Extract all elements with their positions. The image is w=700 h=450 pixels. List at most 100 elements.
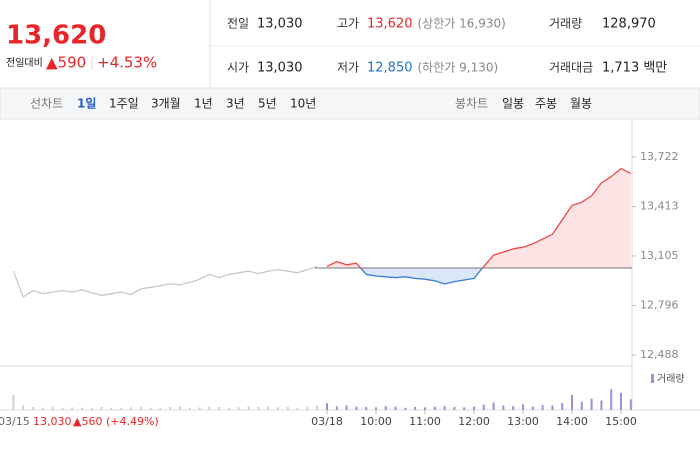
- x-tick-label: 15:00: [605, 415, 637, 428]
- volume-bar: [571, 394, 573, 410]
- tab-group-label: 봉차트: [455, 97, 488, 111]
- y-tick-label: 13,413: [640, 200, 679, 213]
- tab-bar: [0, 87, 700, 120]
- volume-bar: [110, 407, 113, 410]
- tab[interactable]: 일봉: [502, 97, 524, 111]
- info-label: 고가: [337, 17, 359, 31]
- volume-bar: [620, 392, 622, 410]
- volume-bar: [159, 408, 162, 410]
- volume-bar: [355, 406, 358, 410]
- info-value: 13,030: [257, 17, 303, 32]
- volume-bar: [492, 402, 495, 410]
- volume-bar: [51, 406, 54, 410]
- change-pct: +4.53%: [97, 54, 157, 72]
- volume-bar: [71, 407, 74, 410]
- tab[interactable]: 1년: [194, 97, 213, 111]
- volume-bar: [306, 406, 309, 410]
- volume-bar: [277, 407, 279, 410]
- volume-bar: [286, 406, 289, 410]
- tab-group-label: 선차트: [30, 97, 63, 111]
- volume-bar: [32, 406, 34, 410]
- volume-bar: [188, 407, 191, 410]
- info-label: 저가: [337, 61, 359, 75]
- volume-bar: [90, 408, 93, 410]
- volume-bar: [22, 405, 25, 410]
- volume-bar: [296, 407, 299, 410]
- info-label: 거래대금: [549, 61, 593, 75]
- info-value: 12,850: [367, 61, 413, 76]
- change-label: 전일대비: [6, 57, 43, 69]
- info-value: 128,970: [602, 17, 656, 32]
- volume-bar: [100, 406, 103, 410]
- x-tick-label: 10:00: [360, 415, 392, 428]
- volume-bar: [149, 407, 152, 410]
- volume-bar: [316, 405, 319, 410]
- volume-bar: [130, 407, 132, 410]
- volume-bar: [139, 406, 142, 410]
- volume-bar: [365, 406, 368, 410]
- info-label: 전일: [227, 17, 249, 31]
- volume-bar: [247, 406, 250, 410]
- volume-bar: [257, 406, 260, 410]
- volume-bar: [169, 406, 172, 410]
- volume-bar: [267, 406, 270, 410]
- info-note: (상한가 16,930): [418, 17, 506, 31]
- volume-bar: [600, 400, 603, 410]
- tab[interactable]: 10년: [290, 97, 316, 111]
- area-above: [327, 168, 631, 269]
- legend-swatch: [651, 374, 654, 383]
- volume-bar: [61, 408, 64, 410]
- footer-close: 13,030: [33, 415, 72, 428]
- volume-bar: [512, 406, 515, 410]
- change: ▲590: [46, 54, 86, 72]
- footer-date: 03/15: [0, 415, 30, 428]
- volume-bar: [179, 406, 181, 410]
- tab[interactable]: 5년: [258, 97, 277, 111]
- info-label: 거래량: [549, 17, 582, 31]
- x-tick-label: 11:00: [409, 415, 441, 428]
- tab[interactable]: 3년: [226, 97, 245, 111]
- volume-bar: [218, 406, 221, 410]
- volume-bar: [531, 406, 534, 410]
- volume-bar: [208, 406, 211, 410]
- volume-bar: [326, 403, 328, 410]
- tab[interactable]: 주봉: [535, 97, 557, 111]
- tab[interactable]: 1일: [77, 97, 96, 111]
- volume-bar: [237, 407, 240, 410]
- volume-bar: [541, 405, 544, 410]
- legend-label: 거래량: [657, 373, 685, 385]
- x-tick-label: 03/18: [311, 415, 343, 428]
- volume-bar: [345, 405, 348, 410]
- volume-bar: [610, 389, 613, 410]
- volume-bar: [580, 401, 583, 410]
- volume-bar: [629, 399, 632, 410]
- tab[interactable]: 1주일: [109, 97, 139, 111]
- volume-bar: [228, 407, 230, 410]
- info-note: (하한가 9,130): [418, 61, 499, 75]
- volume-bar: [375, 407, 377, 410]
- footer-change: ▲560 (+4.49%): [73, 415, 159, 428]
- x-tick-label: 13:00: [507, 415, 539, 428]
- info-value: 13,620: [367, 17, 413, 32]
- tab[interactable]: 3개월: [151, 97, 181, 111]
- volume-bar: [522, 404, 524, 410]
- volume-bar: [473, 406, 475, 410]
- tab[interactable]: 월봉: [570, 97, 592, 111]
- volume-bar: [41, 407, 44, 410]
- info-value: 1,713 백만: [602, 61, 667, 76]
- volume-bar: [453, 406, 456, 410]
- volume-bar: [384, 406, 387, 410]
- price-line-up: [326, 167, 632, 269]
- volume-bar: [404, 407, 407, 410]
- volume-bar: [463, 407, 466, 410]
- volume-bar: [561, 403, 564, 410]
- y-tick-label: 13,722: [640, 150, 679, 163]
- volume-bar: [12, 394, 15, 410]
- volume-bar: [502, 405, 505, 410]
- info-label: 시가: [227, 61, 249, 75]
- x-tick-label: 14:00: [556, 415, 588, 428]
- volume-bar: [424, 407, 426, 410]
- volume-bar: [198, 407, 201, 410]
- volume-bar: [433, 406, 436, 410]
- volume-bar: [81, 407, 83, 410]
